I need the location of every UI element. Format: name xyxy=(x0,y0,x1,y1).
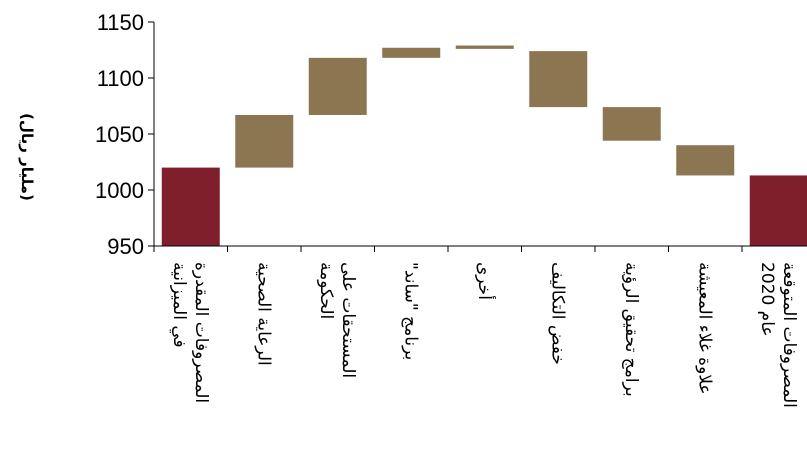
x-tick-label: عام 2020 xyxy=(757,262,777,337)
x-tick-label: المصروفات المتوقعة xyxy=(779,262,799,408)
x-tick-label: المستحقات على xyxy=(338,262,358,378)
change-bar xyxy=(382,47,441,58)
x-tick-label: الحكومة xyxy=(316,262,336,319)
x-tick-label: في الميزانية xyxy=(169,262,189,348)
x-tick-label: علاوة غلاء المعيشة xyxy=(694,262,714,395)
x-tick-label: أخرى xyxy=(474,262,496,300)
y-tick-label: 1000 xyxy=(95,178,144,203)
x-tick-label: برامج تحقيق الرؤية xyxy=(621,262,641,397)
y-tick-label: 950 xyxy=(107,234,144,259)
change-bar xyxy=(529,51,588,108)
x-tick-label: الرعاية الصحية xyxy=(253,262,273,366)
total-bar xyxy=(161,167,220,246)
y-tick-label: 1100 xyxy=(97,66,144,91)
y-tick-label: 1150 xyxy=(97,10,144,35)
y-axis: 950 1000 1050 1100 1150 xyxy=(95,10,154,259)
y-tick-label: 1050 xyxy=(95,122,144,147)
change-bar xyxy=(455,45,514,49)
y-axis-title: (مليار ريال) xyxy=(18,113,36,201)
bars xyxy=(161,45,807,246)
x-tick-label: المصروفات المقدرة xyxy=(191,262,211,403)
x-tick-label: برنامج "ساند" xyxy=(400,262,420,360)
change-bar xyxy=(676,145,735,176)
change-bar xyxy=(308,57,367,115)
x-tick-label: خفض التكاليف xyxy=(547,262,567,365)
total-bar xyxy=(749,175,807,246)
change-bar xyxy=(602,107,661,141)
x-axis-ticks xyxy=(153,246,743,252)
change-bar xyxy=(235,114,294,168)
